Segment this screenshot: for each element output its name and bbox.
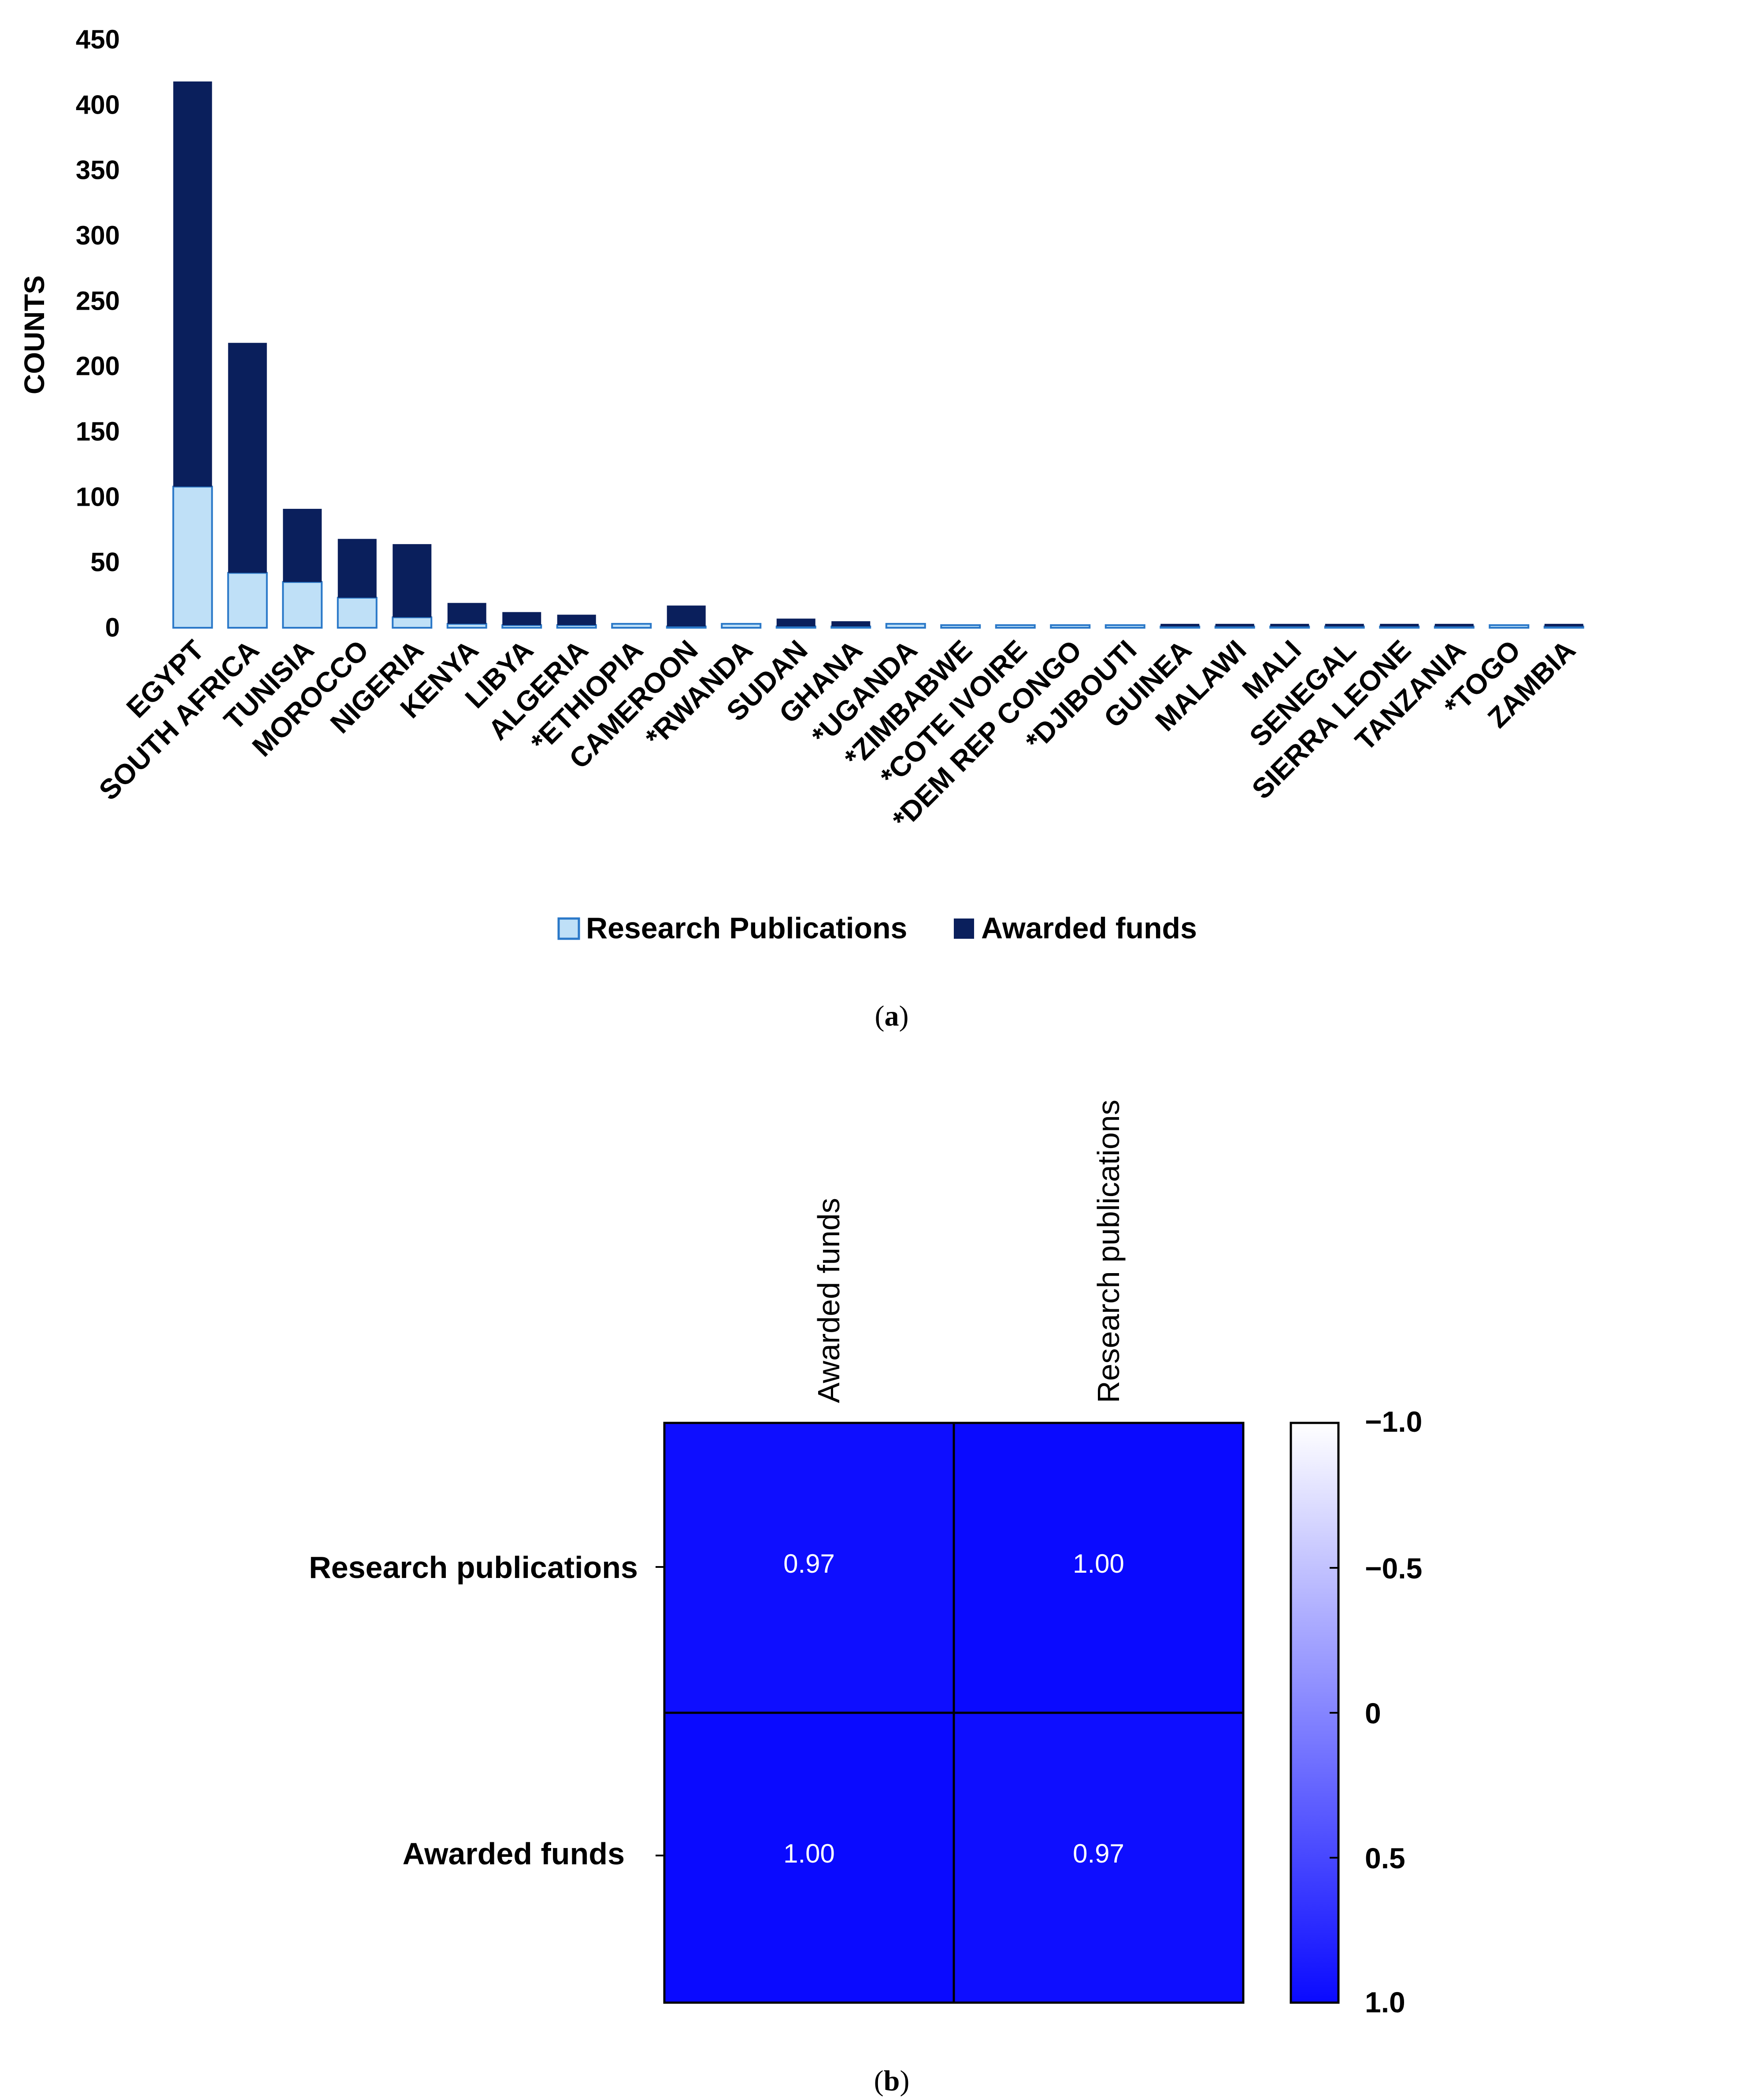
bar-awarded-funds-morocco [337,539,377,598]
bar-research-publications-tunisia [282,581,323,629]
bar-research-publications-sierra-leone [1379,626,1420,629]
heatmap-cell-research-publications-research-publications [952,1422,1245,1714]
bar-awarded-funds-algeria [557,615,596,626]
caption-a-open: ( [875,1000,885,1032]
y-tick-label: 400 [76,90,120,119]
bar-awarded-funds-nigeria [393,544,432,618]
bar-research-publications-egypt [172,485,213,629]
y-tick-label: 350 [76,156,120,185]
heatmap-col-label-research-publications: Research publications [1091,1100,1126,1403]
bar-awarded-funds-sudan [776,619,815,627]
heatmap-cells: 0.97 1.00 1.00 0.97 [663,1422,1245,2004]
colorbar-tick-label: 0 [1365,1697,1381,1730]
bar-awarded-funds-kenya [447,603,486,624]
colorbar-tick-label: −1.0 [1365,1405,1422,1438]
bar-awarded-funds-senegal [1325,624,1364,627]
y-axis-ticks: 0 50 100 150 200 250 300 350 400 450 [76,25,120,642]
heatmap-panel: Awarded funds Research publications Rese… [309,1100,1422,2097]
bar-research-publications-cote-ivoire [995,624,1036,629]
bar-research-publications-south-africa [227,572,268,629]
bar-research-publications-tanzania [1434,626,1475,629]
bar-awarded-funds-sierra-leone [1380,624,1419,627]
heatmap-row-label-research-publications: Research publications [309,1550,638,1585]
bar-awarded-funds-guinea [1160,624,1200,627]
bar-research-publications-zambia [1543,626,1584,629]
caption-b: (b) [874,2065,910,2097]
heatmap-cell-awarded-funds-research-publications [952,1711,1245,2004]
y-tick-label: 50 [90,548,120,577]
colorbar-tick-label: 1.0 [1365,1986,1405,2019]
caption-b-close: ) [900,2065,909,2097]
legend-swatch-research-publications [557,917,580,940]
heatmap-cell-value: 1.00 [783,1839,835,1868]
bar-awarded-funds-tanzania [1434,624,1474,627]
bar-awarded-funds-ghana [831,621,871,627]
legend: Research Publications Awarded funds [557,911,1197,945]
bar-awarded-funds-mali [1270,624,1309,627]
bar-research-publications-libya [501,624,542,629]
bar-awarded-funds-malawi [1215,624,1254,627]
bar-research-publications-nigeria [392,616,433,629]
bar-awarded-funds-cameroon [667,605,706,627]
y-tick-label: 450 [76,25,120,54]
y-axis-title: COUNTS [19,275,50,394]
legend-label-awarded-funds: Awarded funds [981,911,1197,945]
heatmap-cell-research-publications-awarded-funds [663,1422,955,1714]
y-tick-label: 150 [76,417,120,446]
heatmap-col-label-awarded-funds: Awarded funds [812,1198,846,1403]
heatmap-cell-value: 1.00 [1073,1549,1124,1578]
colorbar-tick-label: −0.5 [1365,1552,1422,1585]
caption-a: (a) [875,1000,909,1032]
caption-b-open: ( [874,2065,884,2097]
bar-research-publications-ghana [830,626,871,629]
caption-b-letter: b [884,2065,900,2097]
bar-research-publications-zimbabwe [940,624,981,629]
bar-research-publications-ethiopia [611,623,652,629]
bar-research-publications-togo [1489,624,1530,629]
y-tick-label: 0 [105,613,120,642]
y-tick-label: 200 [76,352,120,381]
caption-a-letter: a [885,1000,899,1032]
caption-a-close: ) [899,1000,909,1032]
bar-research-publications-uganda [885,623,926,629]
bar-awarded-funds-egypt [173,81,212,487]
bar-research-publications-mali [1269,626,1310,629]
colorbar-tick-label: 0.5 [1365,1842,1405,1874]
bar-research-publications-senegal [1324,626,1365,629]
bar-research-publications-cameroon [666,626,707,629]
bar-awarded-funds-libya [502,612,541,626]
bars [172,81,1584,629]
bar-research-publications-rwanda [721,623,762,629]
bar-awarded-funds-south-africa [228,343,267,573]
heatmap-cell-value: 0.97 [1073,1839,1124,1868]
heatmap-row-label-awarded-funds: Awarded funds [403,1837,625,1871]
y-tick-label: 250 [76,286,120,315]
colorbar-ticks: −1.0 −0.5 0 0.5 1.0 [1330,1405,1422,2019]
y-tick-label: 100 [76,482,120,511]
bar-research-publications-djibouti [1104,624,1145,629]
bar-research-publications-malawi [1214,626,1255,629]
heatmap-cell-value: 0.97 [783,1549,835,1578]
bar-awarded-funds-zambia [1544,624,1583,627]
bar-research-publications-algeria [556,624,597,629]
bar-research-publications-kenya [446,623,487,629]
bar-research-publications-morocco [337,596,378,629]
y-tick-label: 300 [76,221,120,250]
bar-awarded-funds-tunisia [283,509,322,582]
bar-research-publications-dem-rep-congo [1050,624,1091,629]
legend-label-research-publications: Research Publications [586,911,907,945]
legend-swatch-awarded-funds [954,919,974,939]
bar-research-publications-sudan [775,626,816,629]
bar-research-publications-guinea [1160,626,1201,629]
